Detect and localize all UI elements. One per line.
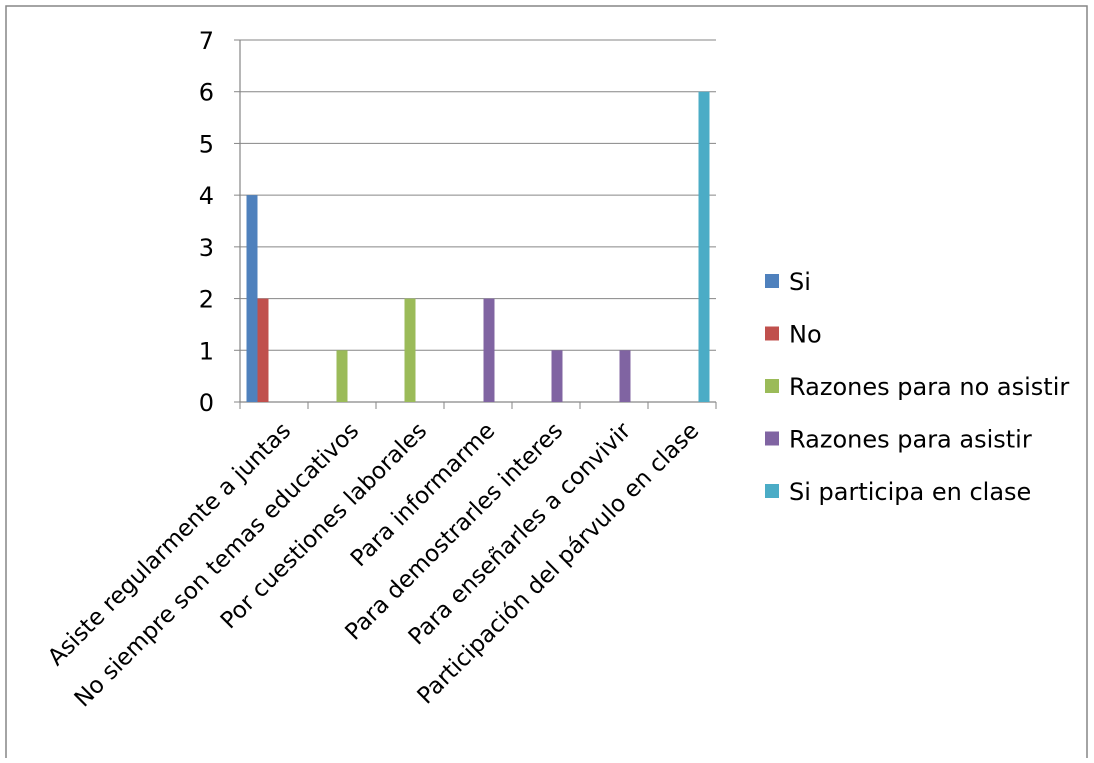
y-tick-label: 1 — [199, 337, 214, 365]
y-tick-label: 0 — [199, 389, 214, 417]
y-tick-label: 6 — [199, 79, 214, 107]
bar — [619, 350, 631, 402]
x-tick-label: Asiste regularmente a juntas — [43, 418, 296, 671]
legend-label: Si participa en clase — [789, 478, 1031, 506]
legend: Si No Razones para no asistir Razones para … — [765, 268, 1069, 506]
legend-swatch — [765, 326, 779, 341]
y-tick-label: 5 — [199, 130, 214, 158]
legend-label: Si — [789, 268, 811, 296]
y-tick-label: 7 — [199, 27, 214, 55]
bar — [246, 195, 258, 402]
bar — [257, 298, 269, 402]
legend-item: Si participa en clase — [765, 478, 1031, 506]
bar — [483, 298, 495, 402]
legend-item: No — [765, 321, 822, 349]
legend-item: Si — [765, 268, 811, 296]
bar — [698, 91, 710, 402]
legend-swatch — [765, 484, 779, 498]
axes — [234, 39, 717, 409]
gridlines — [240, 39, 716, 351]
y-tick-labels: 0 1 2 3 4 5 6 7 — [199, 27, 214, 417]
legend-swatch — [765, 274, 779, 288]
bar — [551, 350, 563, 402]
y-tick-label: 4 — [199, 182, 214, 210]
bar — [404, 298, 416, 402]
y-tick-label: 3 — [199, 234, 214, 262]
legend-label: No — [789, 321, 822, 349]
legend-label: Razones para no asistir — [789, 373, 1069, 401]
bars — [246, 91, 710, 402]
legend-swatch — [765, 431, 779, 446]
x-tick-label: No siempre son temas educativos — [70, 418, 365, 713]
chart-frame — [5, 5, 1088, 763]
legend-swatch — [765, 379, 779, 393]
legend-label: Razones para asistir — [789, 426, 1032, 454]
bar — [336, 350, 348, 402]
legend-item: Razones para no asistir — [765, 373, 1069, 401]
legend-item: Razones para asistir — [765, 426, 1032, 454]
y-tick-label: 2 — [199, 286, 214, 314]
